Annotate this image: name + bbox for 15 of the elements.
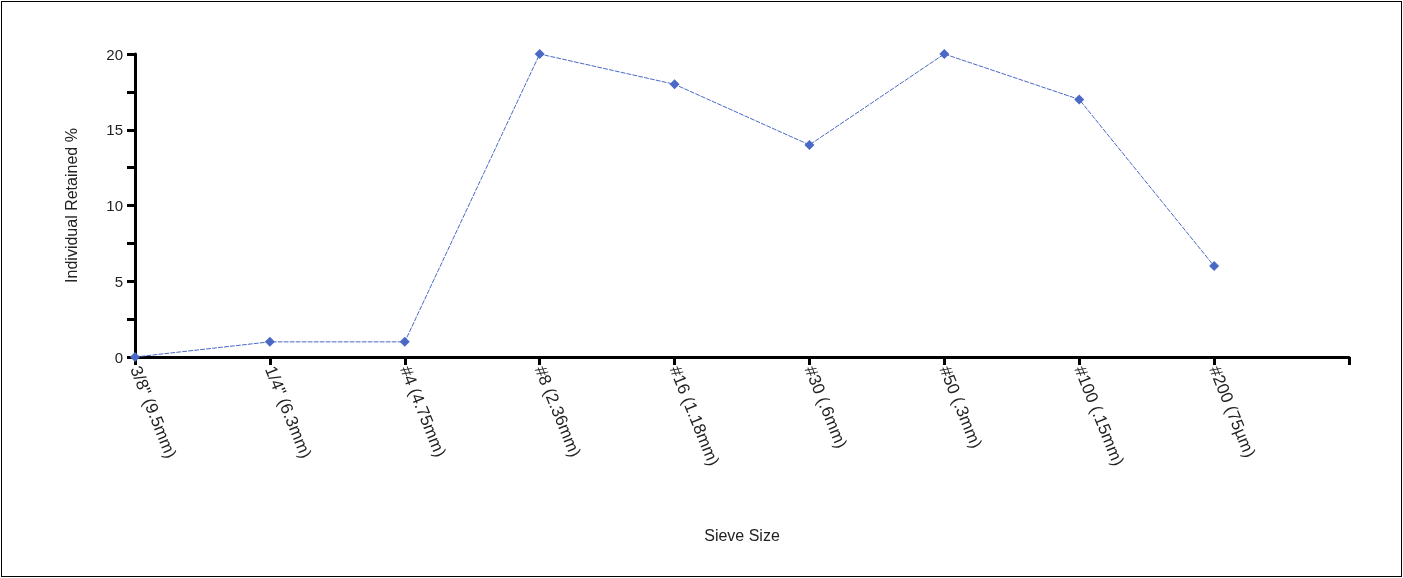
point bbox=[264, 336, 275, 347]
y-tick-label: 10 bbox=[106, 197, 123, 214]
y-tick-label: 5 bbox=[114, 272, 123, 290]
point bbox=[534, 49, 545, 59]
point bbox=[939, 49, 950, 59]
x-axis-title: Sieve Size bbox=[704, 526, 780, 544]
y-tick-label: 20 bbox=[106, 45, 123, 63]
y-tick-label: 15 bbox=[106, 121, 123, 139]
y-axis-title: Individual Retained % bbox=[62, 128, 80, 283]
point bbox=[669, 79, 680, 90]
point bbox=[399, 336, 410, 347]
y-tick-label: 0 bbox=[114, 348, 123, 366]
point bbox=[1209, 261, 1220, 272]
point bbox=[804, 139, 815, 150]
point bbox=[1074, 94, 1085, 105]
